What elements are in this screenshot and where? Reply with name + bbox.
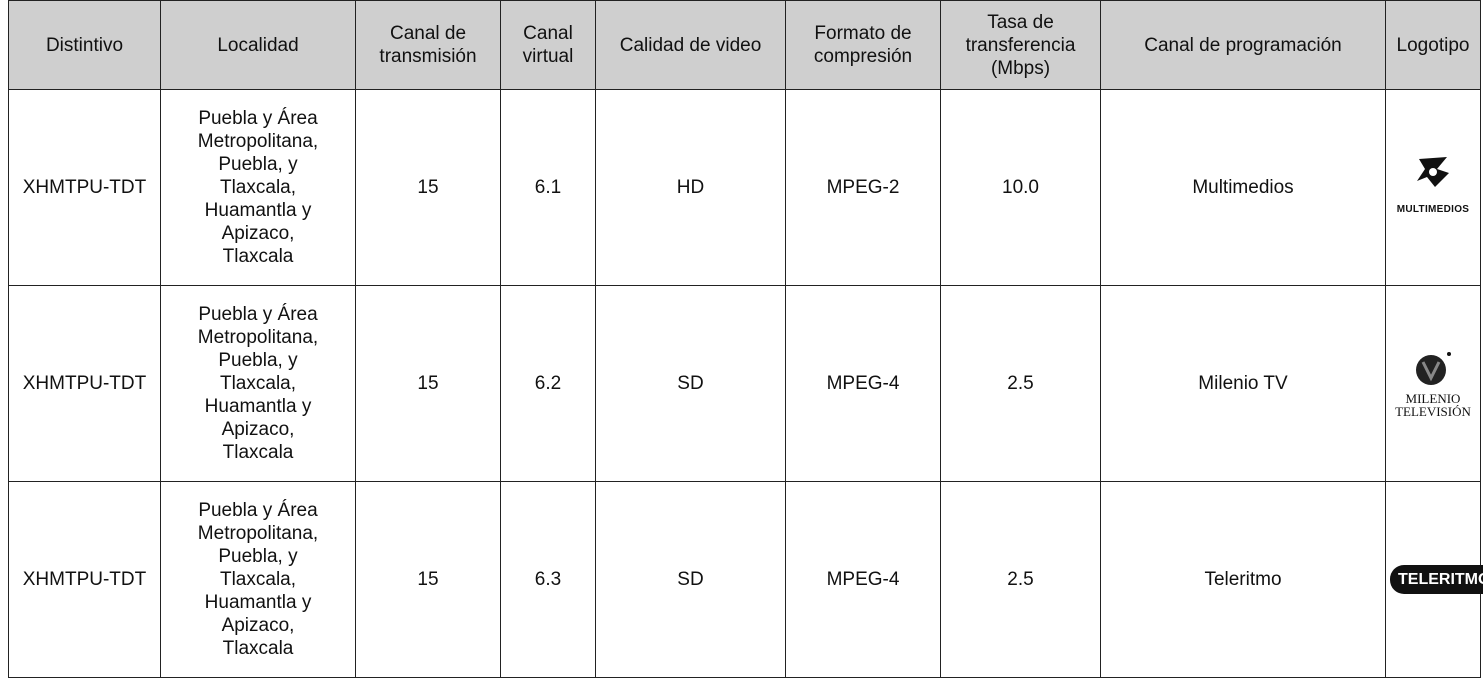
table-cell: HD xyxy=(595,89,786,286)
table-cell: Puebla y Área Metropolitana, Puebla, y T… xyxy=(160,481,356,678)
table-cell: 2.5 xyxy=(940,481,1101,678)
logo-cell: MILENIO TELEVISIÓN xyxy=(1385,285,1481,482)
logo: MILENIO TELEVISIÓN xyxy=(1390,350,1476,418)
table-cell: MPEG-4 xyxy=(785,285,941,482)
header-cell: Tasa de transferencia (Mbps) xyxy=(940,0,1101,90)
table-body: XHMTPU-TDT Puebla y Área Metropolitana, P… xyxy=(8,89,1483,678)
logo-text: MILENIO xyxy=(1405,390,1461,406)
header-row: Distintivo Localidad Canal de transmisión C… xyxy=(8,0,1481,90)
table-cell: Teleritmo xyxy=(1100,481,1386,678)
logo-text-block: MILENIO TELEVISIÓN xyxy=(1390,392,1476,418)
logo-icon xyxy=(1416,351,1451,385)
table-cell: 6.2 xyxy=(500,285,596,482)
header-cell: Localidad xyxy=(160,0,356,90)
logo-cell: MULTIMEDIOS xyxy=(1385,89,1481,286)
logo-text: TELEVISIÓN xyxy=(1395,403,1471,419)
table-cell: 6.1 xyxy=(500,89,596,286)
table-cell: XHMTPU-TDT xyxy=(8,481,161,678)
header-cell: Formato de compresión xyxy=(785,0,941,90)
table-cell: 10.0 xyxy=(940,89,1101,286)
header-cell: Calidad de video xyxy=(595,0,786,90)
table-cell: XHMTPU-TDT xyxy=(8,285,161,482)
table-cell: SD xyxy=(595,285,786,482)
table-cell: XHMTPU-TDT xyxy=(8,89,161,286)
channel-table: Distintivo Localidad Canal de transmisión C… xyxy=(8,0,1483,678)
logo-text: MULTIMEDIOS xyxy=(1396,203,1470,215)
table-row: XHMTPU-TDT Puebla y Área Metropolitana, P… xyxy=(8,89,1481,286)
table-cell: Puebla y Área Metropolitana, Puebla, y T… xyxy=(160,285,356,482)
header-cell: Canal virtual xyxy=(500,0,596,90)
table-cell: 15 xyxy=(355,285,501,482)
table-cell: 6.3 xyxy=(500,481,596,678)
logo-cell: TELERITMO xyxy=(1385,481,1483,678)
header-cell: Canal de programación xyxy=(1100,0,1386,90)
logo: MULTIMEDIOS xyxy=(1390,155,1476,221)
header-cell: Canal de transmisión xyxy=(355,0,501,90)
header-cell: Distintivo xyxy=(8,0,161,90)
table-cell: MPEG-2 xyxy=(785,89,941,286)
header-cell: Logotipo xyxy=(1385,0,1481,90)
logo-icon xyxy=(1417,156,1449,187)
logo-text: TELERITMO xyxy=(1390,565,1483,594)
table-cell: Milenio TV xyxy=(1100,285,1386,482)
table-cell: 15 xyxy=(355,89,501,286)
table-cell: 2.5 xyxy=(940,285,1101,482)
table-cell: MPEG-4 xyxy=(785,481,941,678)
table-cell: SD xyxy=(595,481,786,678)
table-row: XHMTPU-TDT Puebla y Área Metropolitana, P… xyxy=(8,285,1481,482)
logo: TELERITMO xyxy=(1390,565,1483,594)
table-cell: Multimedios xyxy=(1100,89,1386,286)
table-row: XHMTPU-TDT Puebla y Área Metropolitana, P… xyxy=(8,481,1483,678)
table-cell: Puebla y Área Metropolitana, Puebla, y T… xyxy=(160,89,356,286)
table-cell: 15 xyxy=(355,481,501,678)
